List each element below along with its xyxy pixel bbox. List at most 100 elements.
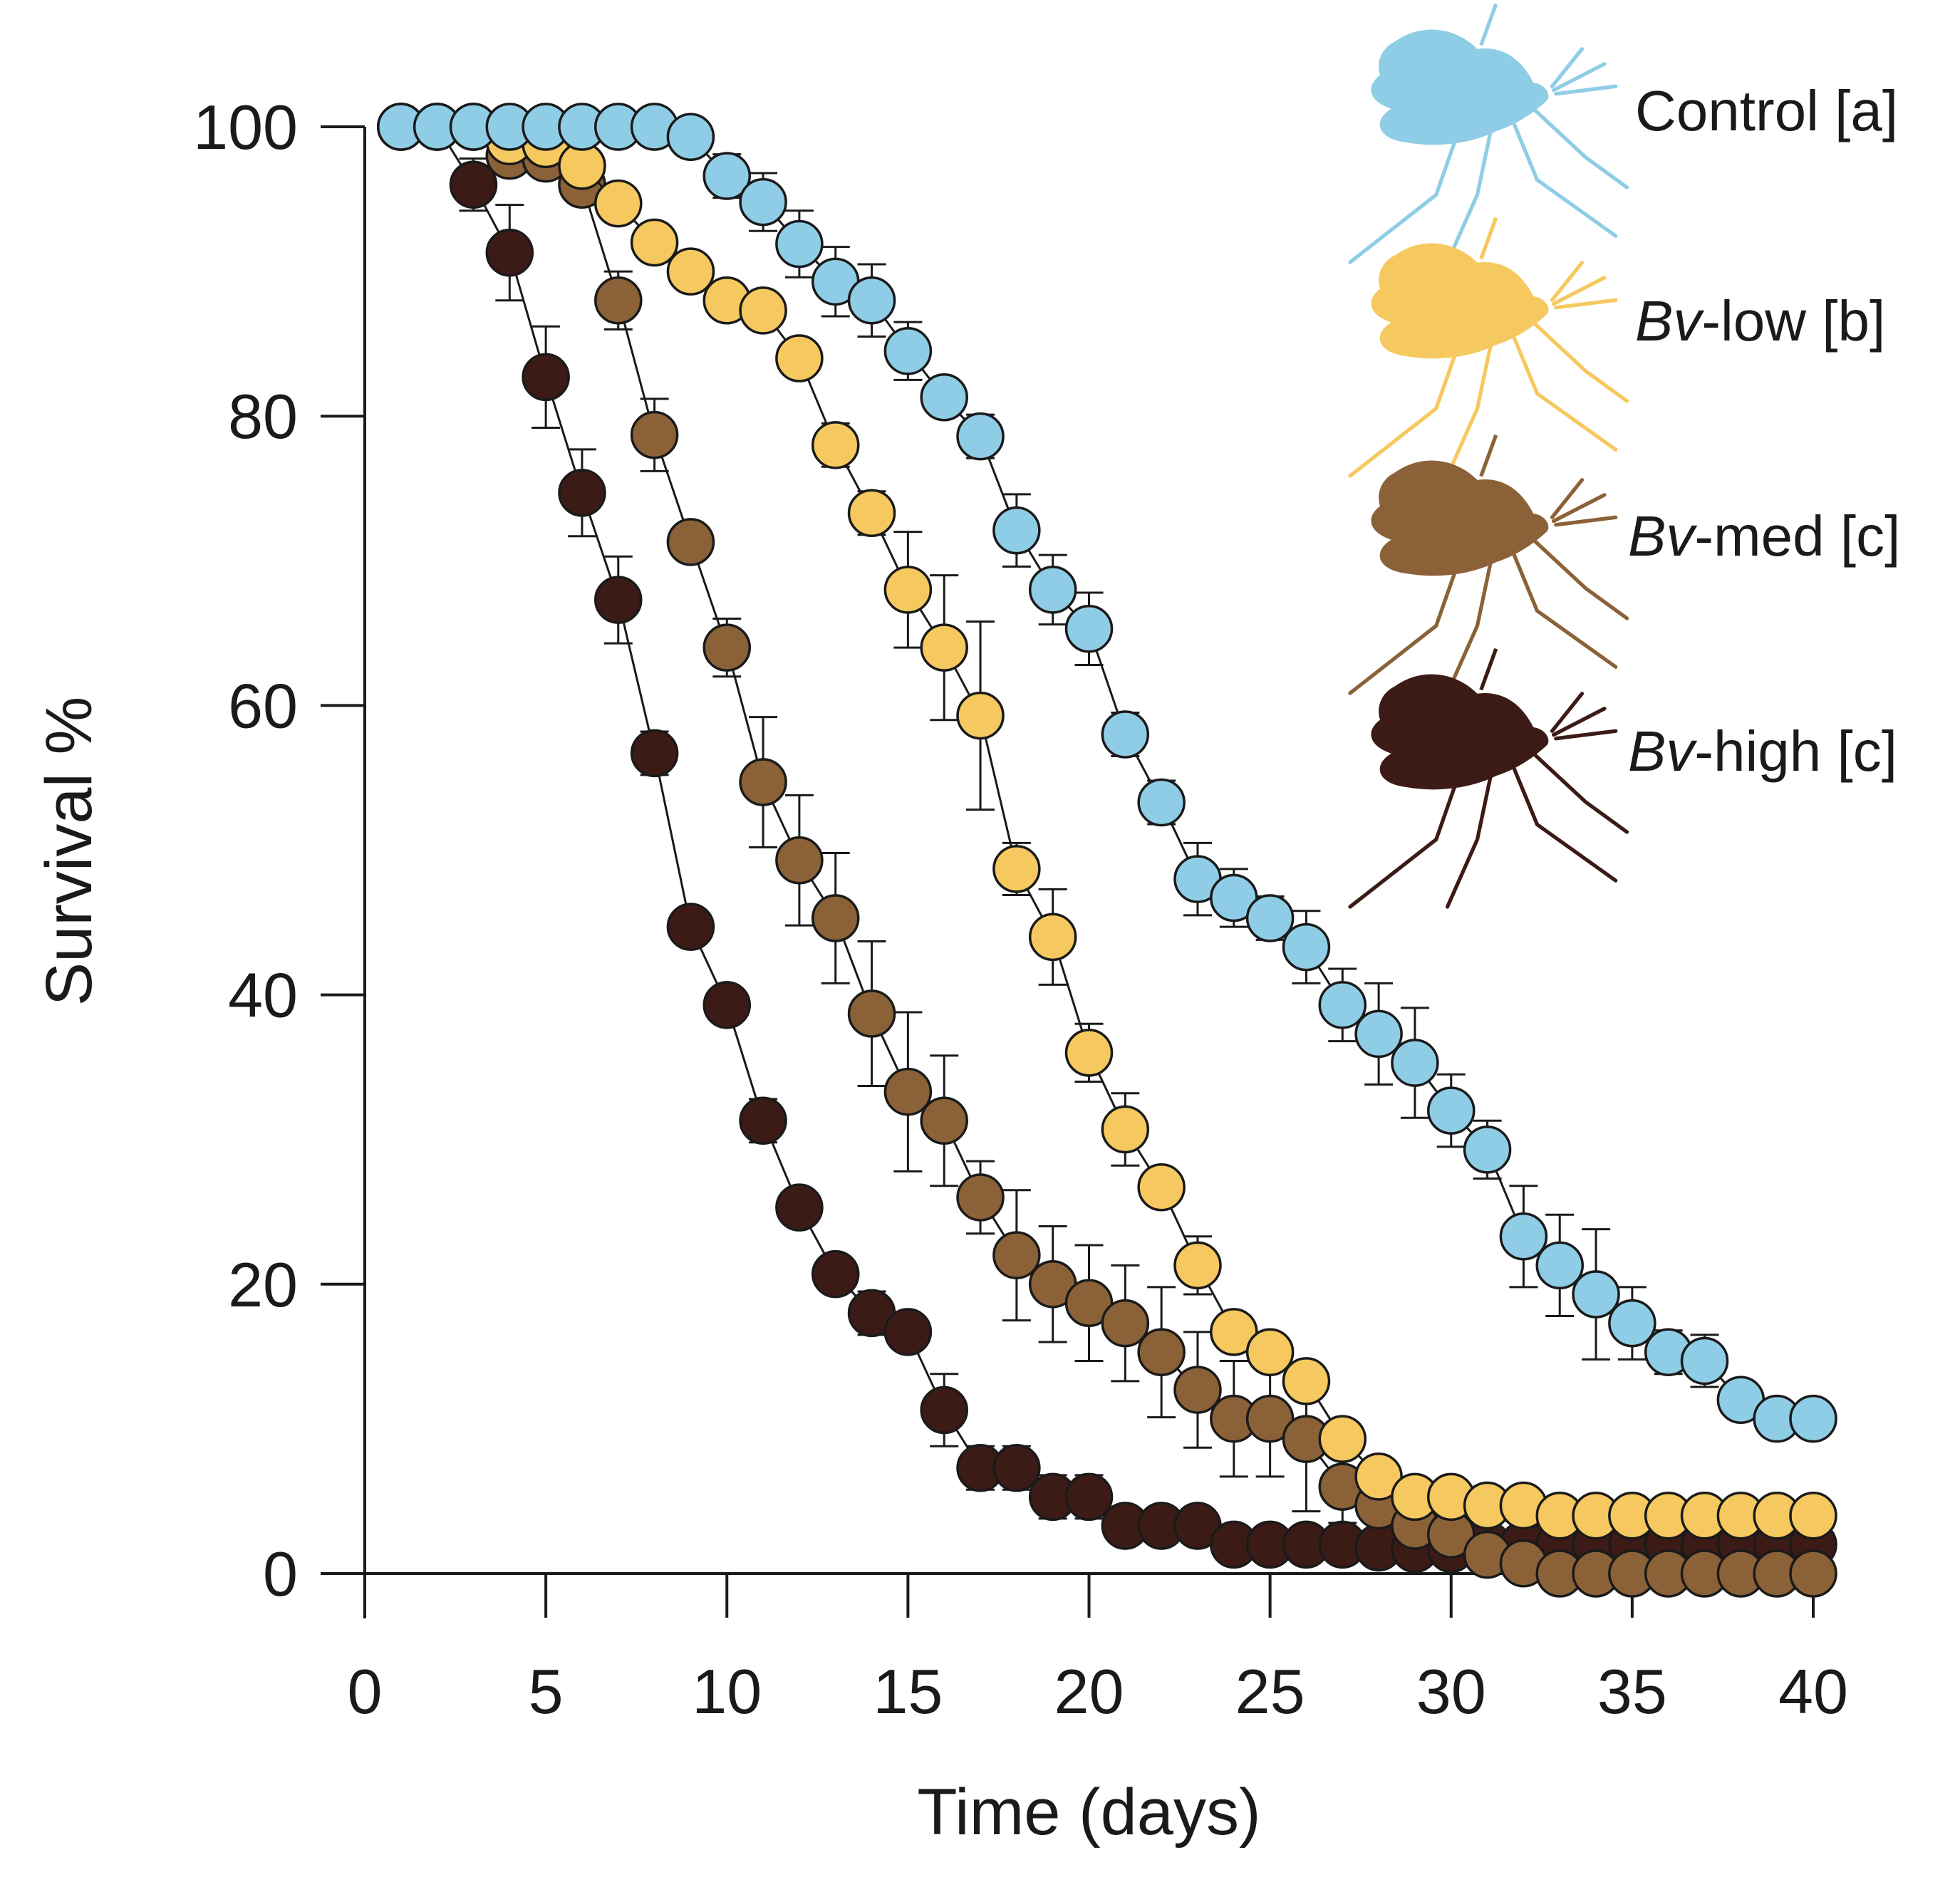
data-point xyxy=(811,421,860,469)
data-point xyxy=(811,1249,860,1299)
data-point xyxy=(1391,1039,1439,1087)
legend-label-suffix: -med [c] xyxy=(1694,504,1900,568)
data-point xyxy=(702,981,751,1029)
data-point xyxy=(1318,1415,1367,1463)
data-point xyxy=(883,1308,933,1356)
legend-label-control: Control [a] xyxy=(1635,79,1898,142)
data-point xyxy=(1463,1125,1512,1174)
data-point xyxy=(1245,1328,1295,1377)
data-point xyxy=(630,218,679,267)
data-point xyxy=(1282,1357,1331,1405)
data-point xyxy=(847,276,896,325)
data-point xyxy=(666,518,715,566)
y-tick-label: 60 xyxy=(228,670,298,741)
mosquito-icon xyxy=(1348,217,1629,478)
data-point xyxy=(920,1385,968,1435)
legend: Control [a] Bv-low [b] Bv-med [c] Bv-hig… xyxy=(1348,3,1900,909)
data-point xyxy=(1680,1336,1729,1385)
ticks: 0 5 10 15 20 25 30 35 40 0 20 40 60 80 100 xyxy=(193,92,1848,1727)
data-point xyxy=(811,894,860,942)
data-point xyxy=(1028,912,1077,962)
data-point xyxy=(920,1096,968,1145)
data-point xyxy=(883,327,933,375)
data-point xyxy=(1137,1328,1186,1377)
x-tick-label: 30 xyxy=(1416,1656,1486,1727)
legend-label-bv-low: Bv-low [b] xyxy=(1635,289,1885,353)
series-bv-med-c xyxy=(377,103,1837,1598)
data-point xyxy=(883,1067,933,1116)
axes xyxy=(363,127,1813,1618)
data-point xyxy=(449,160,498,209)
x-tick-label: 20 xyxy=(1054,1656,1124,1727)
mosquito-icon xyxy=(1348,3,1629,264)
legend-label-suffix: -low [b] xyxy=(1701,289,1885,353)
data-point xyxy=(1028,566,1077,614)
data-point xyxy=(1499,1212,1548,1261)
data-point xyxy=(739,177,787,227)
mosquito-icon xyxy=(1348,434,1629,695)
data-point xyxy=(522,353,570,402)
data-point xyxy=(1354,1009,1403,1059)
data-point xyxy=(1137,778,1186,827)
data-point xyxy=(666,247,715,296)
legend-label-bv-med: Bv-med [c] xyxy=(1628,504,1900,568)
data-point xyxy=(739,758,787,806)
data-point xyxy=(775,219,824,269)
data-point xyxy=(558,469,606,517)
data-point xyxy=(1318,981,1367,1029)
legend-label-prefix: Control xyxy=(1635,79,1819,142)
data-point xyxy=(956,691,1005,740)
data-point xyxy=(847,489,896,538)
y-tick-label: 80 xyxy=(228,381,298,452)
data-point xyxy=(956,1173,1005,1222)
data-point xyxy=(1789,1549,1837,1598)
data-point xyxy=(1064,605,1114,653)
data-point xyxy=(1210,1308,1258,1356)
legend-item-bv-high: Bv-high [c] xyxy=(1348,648,1897,909)
data-point xyxy=(1245,1394,1295,1443)
data-point xyxy=(1210,873,1258,922)
x-tick-label: 15 xyxy=(873,1656,943,1727)
data-point xyxy=(1282,922,1331,972)
data-point xyxy=(1173,1366,1222,1414)
legend-item-bv-med: Bv-med [c] xyxy=(1348,434,1900,695)
x-tick-label: 5 xyxy=(529,1656,564,1727)
x-tick-label: 25 xyxy=(1235,1656,1305,1727)
legend-item-bv-low: Bv-low [b] xyxy=(1348,217,1885,478)
series-bv-low-b xyxy=(377,103,1837,1540)
data-point xyxy=(1572,1270,1620,1319)
data-point xyxy=(1535,1241,1584,1290)
series-control-a xyxy=(377,103,1837,1443)
data-point xyxy=(1101,1299,1150,1348)
data-point xyxy=(594,576,643,624)
data-point xyxy=(920,373,968,422)
data-point xyxy=(1101,710,1150,759)
x-axis-title: Time (days) xyxy=(917,1776,1260,1849)
series-line xyxy=(400,125,1813,1575)
data-point xyxy=(1354,1452,1403,1501)
data-point xyxy=(739,1096,787,1145)
data-point xyxy=(666,903,715,951)
y-axis-title: Survival % xyxy=(33,697,105,1007)
data-point xyxy=(702,152,751,200)
data-point xyxy=(485,228,534,277)
data-point xyxy=(1064,1279,1114,1327)
data-point xyxy=(775,836,824,885)
series-bv-high-c xyxy=(377,103,1837,1574)
data-point xyxy=(630,410,679,459)
legend-label-suffix: -high [c] xyxy=(1694,719,1897,783)
series-layer xyxy=(377,103,1837,1598)
data-point xyxy=(956,412,1005,461)
data-point xyxy=(992,1231,1041,1279)
y-tick-label: 100 xyxy=(193,92,298,162)
data-point xyxy=(594,179,643,228)
data-point xyxy=(992,845,1041,893)
data-point xyxy=(992,506,1041,555)
data-point xyxy=(883,566,933,614)
data-point xyxy=(775,334,824,383)
data-point xyxy=(1245,894,1295,942)
data-point xyxy=(1173,1241,1222,1290)
y-tick-label: 40 xyxy=(228,960,298,1031)
legend-label-bv-high: Bv-high [c] xyxy=(1628,719,1897,783)
